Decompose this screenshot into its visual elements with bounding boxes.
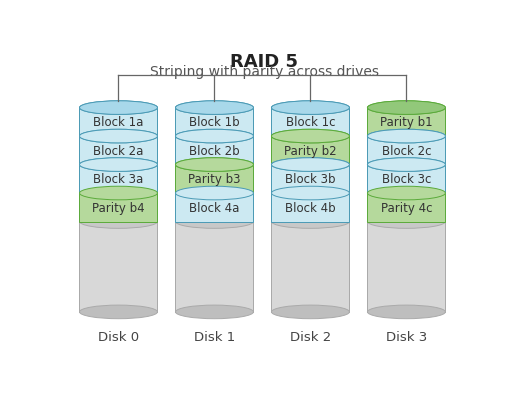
Ellipse shape: [271, 130, 349, 144]
Bar: [175, 194, 253, 222]
Text: Disk 1: Disk 1: [194, 330, 235, 343]
Text: Disk 0: Disk 0: [98, 330, 139, 343]
Bar: [175, 137, 253, 165]
Ellipse shape: [367, 130, 445, 144]
Ellipse shape: [271, 305, 349, 319]
Ellipse shape: [79, 101, 157, 115]
Text: Parity b1: Parity b1: [380, 116, 433, 129]
Ellipse shape: [79, 215, 157, 229]
Text: Block 4a: Block 4a: [189, 201, 239, 214]
Ellipse shape: [79, 158, 157, 172]
Ellipse shape: [367, 101, 445, 115]
Text: Parity 4c: Parity 4c: [381, 201, 432, 214]
Ellipse shape: [79, 130, 157, 144]
Text: Block 2c: Block 2c: [382, 144, 431, 158]
Text: Block 1a: Block 1a: [93, 116, 143, 129]
Ellipse shape: [175, 130, 253, 144]
Bar: [79, 137, 157, 165]
Ellipse shape: [367, 187, 445, 200]
Bar: [271, 222, 349, 312]
Text: Disk 2: Disk 2: [290, 330, 331, 343]
Text: Block 3b: Block 3b: [285, 173, 336, 186]
Bar: [367, 194, 445, 222]
Text: RAID 5: RAID 5: [231, 53, 298, 71]
Ellipse shape: [271, 215, 349, 229]
Text: Block 4b: Block 4b: [285, 201, 336, 214]
Bar: [79, 194, 157, 222]
Ellipse shape: [271, 158, 349, 172]
Ellipse shape: [367, 130, 445, 144]
Ellipse shape: [79, 101, 157, 115]
Text: Block 2a: Block 2a: [93, 144, 143, 158]
Text: Parity b3: Parity b3: [188, 173, 240, 186]
Bar: [79, 165, 157, 194]
Text: Block 2b: Block 2b: [189, 144, 240, 158]
Ellipse shape: [271, 101, 349, 115]
Ellipse shape: [175, 158, 253, 172]
Bar: [271, 165, 349, 194]
Bar: [367, 222, 445, 312]
Ellipse shape: [79, 158, 157, 172]
Ellipse shape: [175, 101, 253, 115]
Ellipse shape: [175, 305, 253, 319]
Ellipse shape: [367, 158, 445, 172]
Ellipse shape: [175, 187, 253, 200]
Ellipse shape: [175, 101, 253, 115]
Bar: [79, 222, 157, 312]
Bar: [367, 165, 445, 194]
Bar: [271, 194, 349, 222]
Bar: [367, 108, 445, 137]
Ellipse shape: [175, 158, 253, 172]
Ellipse shape: [79, 130, 157, 144]
Bar: [367, 137, 445, 165]
Ellipse shape: [79, 305, 157, 319]
Text: Block 3c: Block 3c: [382, 173, 431, 186]
Text: Striping with parity across drives: Striping with parity across drives: [150, 65, 379, 79]
Ellipse shape: [367, 305, 445, 319]
Ellipse shape: [175, 215, 253, 229]
Text: Block 1c: Block 1c: [286, 116, 335, 129]
Bar: [175, 108, 253, 137]
Ellipse shape: [271, 158, 349, 172]
Bar: [271, 137, 349, 165]
Ellipse shape: [367, 101, 445, 115]
Bar: [79, 108, 157, 137]
Ellipse shape: [175, 130, 253, 144]
Ellipse shape: [367, 158, 445, 172]
Text: Parity b2: Parity b2: [284, 144, 337, 158]
Text: Parity b4: Parity b4: [92, 201, 145, 214]
Bar: [175, 222, 253, 312]
Bar: [271, 108, 349, 137]
Bar: [175, 165, 253, 194]
Text: Block 1b: Block 1b: [189, 116, 240, 129]
Ellipse shape: [271, 187, 349, 200]
Text: Block 3a: Block 3a: [93, 173, 143, 186]
Text: Disk 3: Disk 3: [386, 330, 427, 343]
Ellipse shape: [79, 187, 157, 200]
Ellipse shape: [367, 215, 445, 229]
Ellipse shape: [271, 101, 349, 115]
Ellipse shape: [271, 130, 349, 144]
